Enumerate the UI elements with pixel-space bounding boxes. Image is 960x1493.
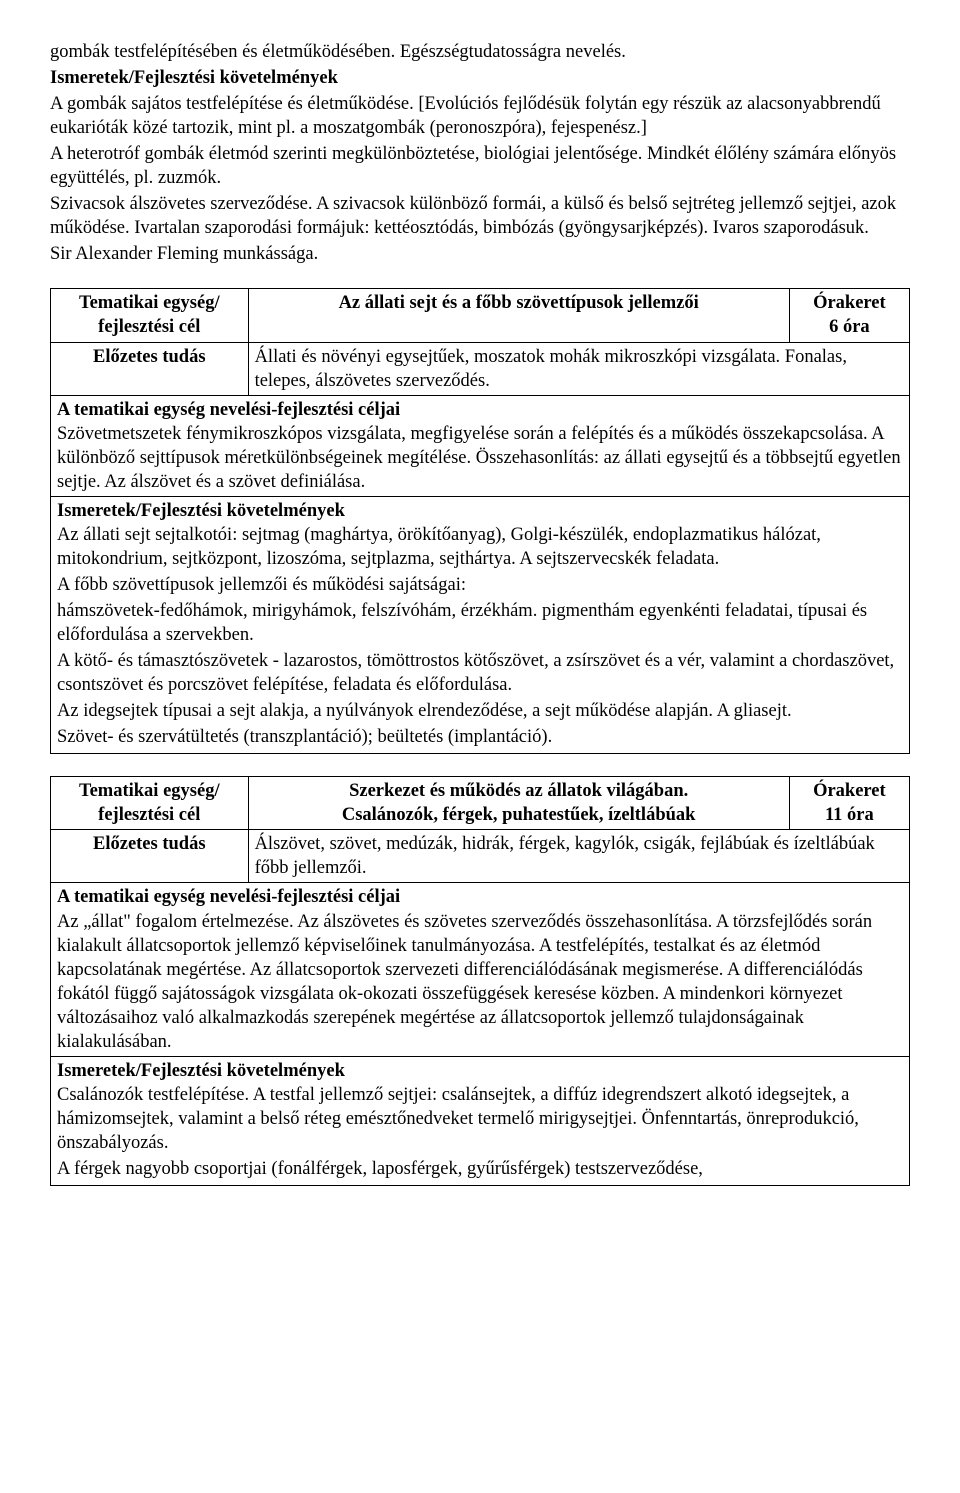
unit-label: Tematikai egység/: [79, 293, 220, 313]
unit-title: Szerkezet és működés az állatok világába…: [349, 781, 688, 801]
hours-cell: Órakeret 6 óra: [789, 289, 909, 342]
unit-label: fejlesztési cél: [98, 317, 200, 337]
prior-knowledge-text: Álszövet, szövet, medúzák, hidrák, férge…: [255, 834, 875, 878]
requirements-cell: Ismeretek/Fejlesztési követelmények Csal…: [51, 1056, 910, 1185]
prior-knowledge-label: Előzetes tudás: [93, 347, 206, 367]
table-row: Ismeretek/Fejlesztési követelmények Csal…: [51, 1056, 910, 1185]
body-text: hámszövetek-fedőhámok, mirigyhámok, fels…: [57, 599, 903, 647]
prior-knowledge-label-cell: Előzetes tudás: [51, 342, 249, 395]
table-row: Előzetes tudás Álszövet, szövet, medúzák…: [51, 830, 910, 883]
top-section: gombák testfelépítésében és életműködésé…: [50, 40, 910, 266]
unit-label-cell: Tematikai egység/ fejlesztési cél: [51, 289, 249, 342]
body-text: Szövet- és szervátültetés (transzplantác…: [57, 725, 903, 749]
requirements-heading: Ismeretek/Fejlesztési követelmények: [57, 499, 903, 523]
hours-value: 11 óra: [825, 805, 874, 825]
goals-heading: A tematikai egység nevelési-fejlesztési …: [57, 398, 903, 422]
prior-knowledge-label-cell: Előzetes tudás: [51, 830, 249, 883]
body-text: Az állati sejt sejtalkotói: sejtmag (mag…: [57, 523, 903, 571]
hours-label: Órakeret: [813, 781, 886, 801]
hours-value: 6 óra: [829, 317, 870, 337]
table-row: A tematikai egység nevelési-fejlesztési …: [51, 883, 910, 1056]
goals-cell: A tematikai egység nevelési-fejlesztési …: [51, 395, 910, 496]
unit-label: Tematikai egység/: [79, 781, 220, 801]
goals-text: Az „állat" fogalom értelmezése. Az álszö…: [57, 910, 903, 1054]
body-text: A heterotróf gombák életmód szerinti meg…: [50, 142, 910, 190]
body-text: A főbb szövettípusok jellemzői és működé…: [57, 573, 903, 597]
unit-title: Csalánozók, férgek, puhatestűek, ízeltlá…: [342, 805, 696, 825]
prior-knowledge-label: Előzetes tudás: [93, 834, 206, 854]
table-row: Tematikai egység/ fejlesztési cél Az áll…: [51, 289, 910, 342]
unit-label-cell: Tematikai egység/ fejlesztési cél: [51, 777, 249, 830]
prior-knowledge-text: Állati és növényi egysejtűek, moszatok m…: [255, 347, 847, 391]
body-text: gombák testfelépítésében és életműködésé…: [50, 40, 910, 64]
goals-heading: A tematikai egység nevelési-fejlesztési …: [57, 885, 903, 909]
goals-text: Szövetmetszetek fénymikroszkópos vizsgál…: [57, 422, 903, 494]
unit-label: fejlesztési cél: [98, 805, 200, 825]
body-text: Szivacsok álszövetes szerveződése. A szi…: [50, 192, 910, 240]
body-text: Csalánozók testfelépítése. A testfal jel…: [57, 1083, 903, 1155]
unit-title: Az állati sejt és a főbb szövettípusok j…: [339, 293, 699, 313]
body-text: A férgek nagyobb csoportjai (fonálférgek…: [57, 1157, 903, 1181]
subheading: Ismeretek/Fejlesztési követelmények: [50, 66, 910, 90]
body-text: Az idegsejtek típusai a sejt alakja, a n…: [57, 699, 903, 723]
unit-title-cell: Szerkezet és működés az állatok világába…: [248, 777, 789, 830]
table-row: Ismeretek/Fejlesztési követelmények Az á…: [51, 496, 910, 753]
curriculum-table-2: Tematikai egység/ fejlesztési cél Szerke…: [50, 776, 910, 1186]
body-text: A gombák sajátos testfelépítése és életm…: [50, 92, 910, 140]
body-text: Sir Alexander Fleming munkássága.: [50, 242, 910, 266]
goals-cell: A tematikai egység nevelési-fejlesztési …: [51, 883, 910, 1056]
curriculum-table-1: Tematikai egység/ fejlesztési cél Az áll…: [50, 288, 910, 754]
requirements-cell: Ismeretek/Fejlesztési követelmények Az á…: [51, 496, 910, 753]
body-text: A kötő- és támasztószövetek - lazarostos…: [57, 649, 903, 697]
prior-knowledge-cell: Állati és növényi egysejtűek, moszatok m…: [248, 342, 909, 395]
table-row: Tematikai egység/ fejlesztési cél Szerke…: [51, 777, 910, 830]
table-row: Előzetes tudás Állati és növényi egysejt…: [51, 342, 910, 395]
prior-knowledge-cell: Álszövet, szövet, medúzák, hidrák, férge…: [248, 830, 909, 883]
table-row: A tematikai egység nevelési-fejlesztési …: [51, 395, 910, 496]
unit-title-cell: Az állati sejt és a főbb szövettípusok j…: [248, 289, 789, 342]
hours-label: Órakeret: [813, 293, 886, 313]
requirements-heading: Ismeretek/Fejlesztési követelmények: [57, 1059, 903, 1083]
hours-cell: Órakeret 11 óra: [789, 777, 909, 830]
